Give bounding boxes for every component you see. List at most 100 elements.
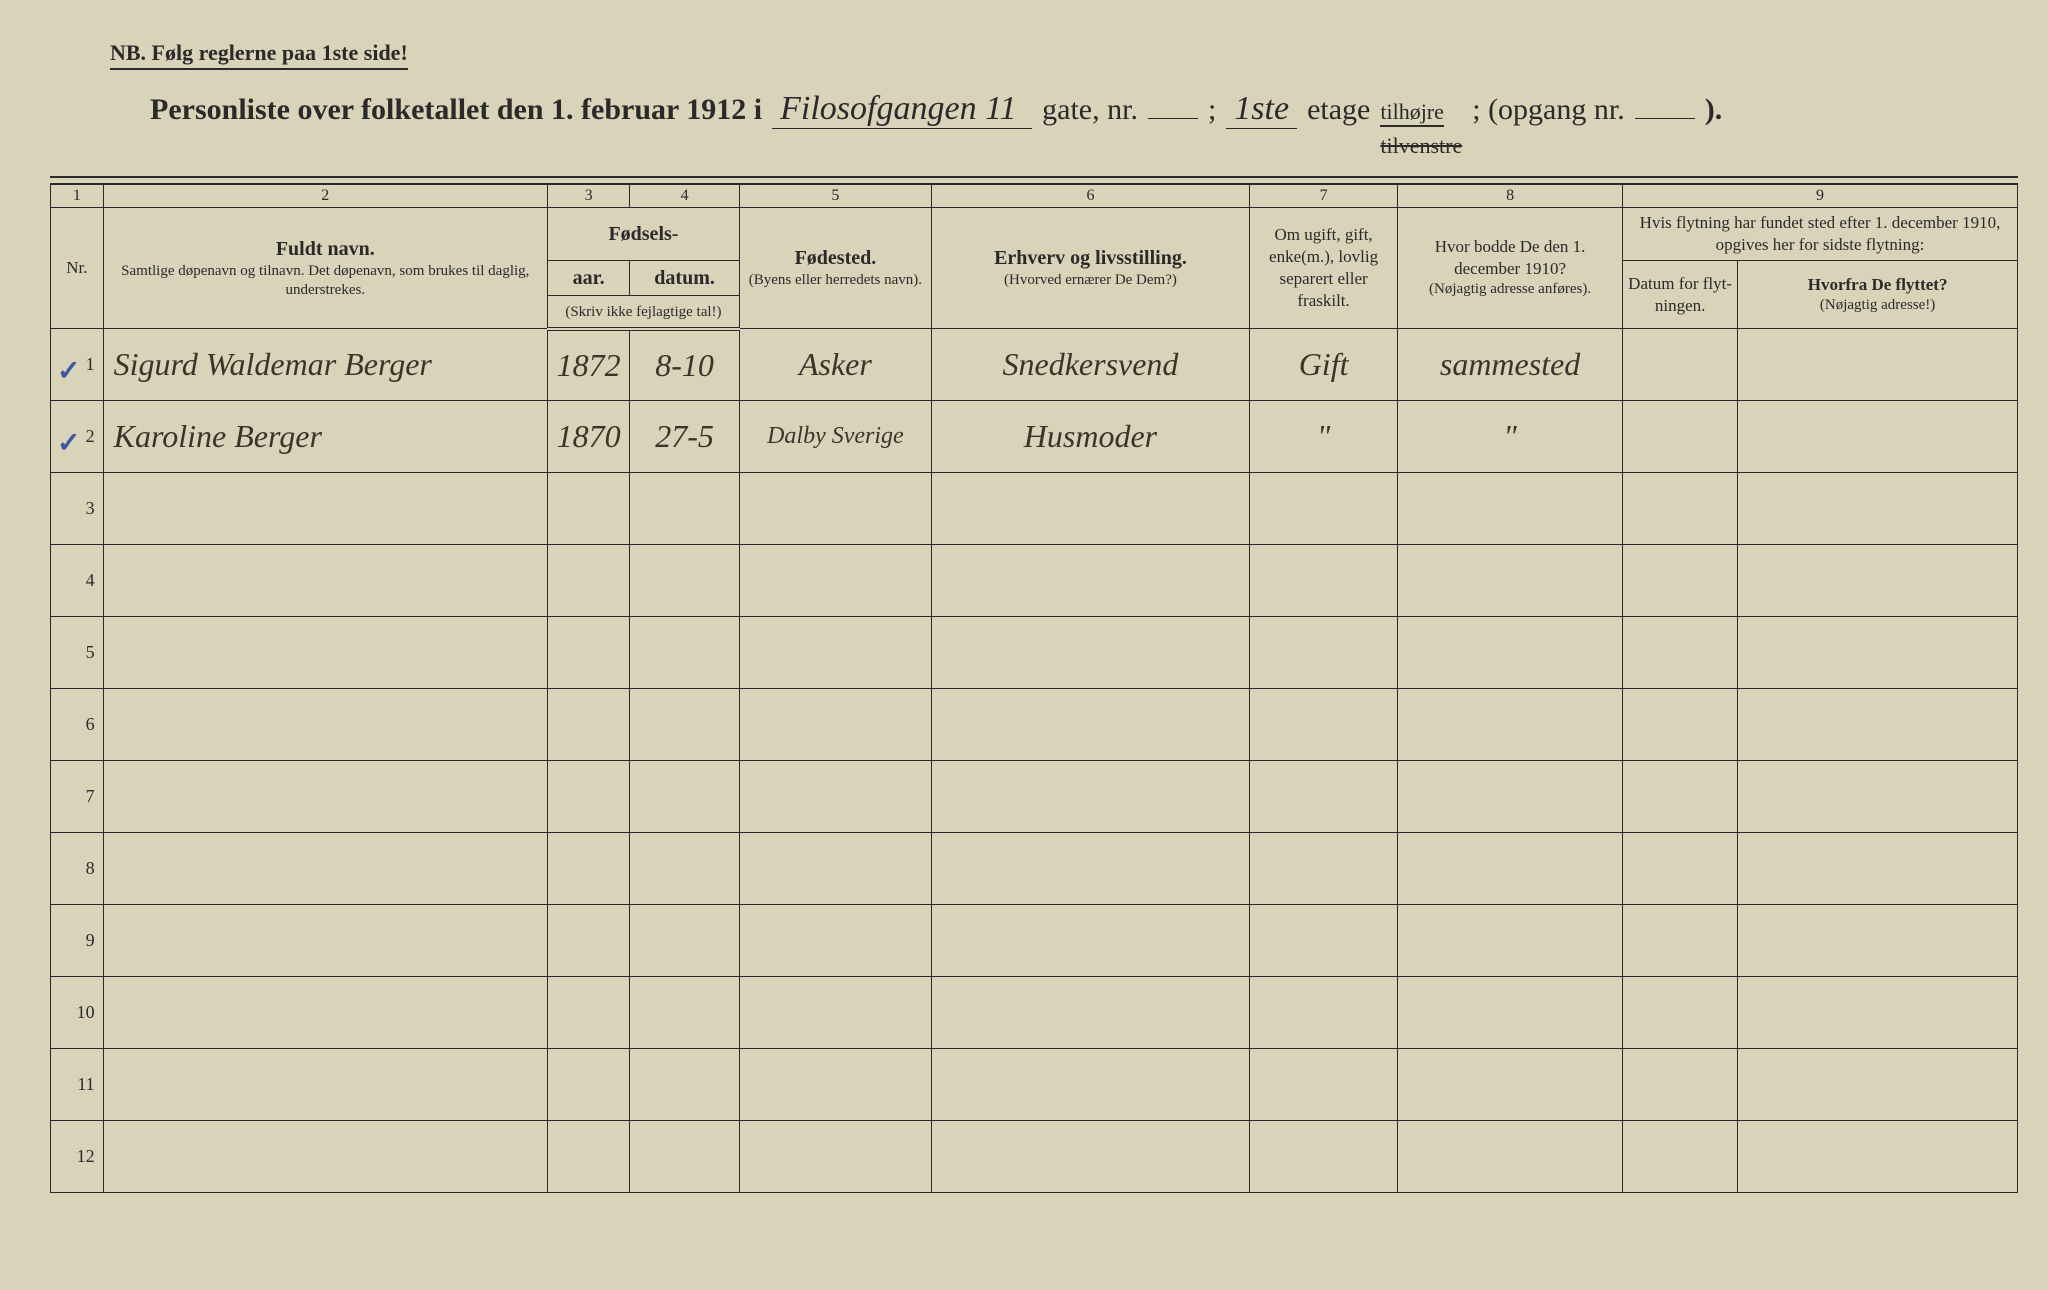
check-icon: ✓	[57, 354, 80, 387]
cell-empty	[1250, 833, 1398, 905]
cell-marital: Gift	[1250, 329, 1398, 401]
cell-empty	[1738, 905, 2018, 977]
th-move-heading: Hvis flytning har fundet sted efter 1. d…	[1623, 208, 2018, 261]
cell-name: Karoline Berger	[103, 401, 547, 473]
cell-empty	[931, 1121, 1249, 1193]
cell-empty	[630, 905, 740, 977]
th-move-from: Hvorfra De flyttet? (Nøjagtig adresse!)	[1738, 261, 2018, 329]
cell-year: 1870	[547, 401, 629, 473]
th-birthplace: Fødested. (Byens eller herredets navn).	[739, 208, 931, 329]
cell-empty	[931, 473, 1249, 545]
cell-empty	[547, 473, 629, 545]
column-numbers-row: 1 2 3 4 5 6 7 8 9	[51, 184, 2018, 208]
cell-empty	[630, 473, 740, 545]
cell-empty	[547, 1049, 629, 1121]
th-name-heading: Fuldt navn.	[107, 236, 544, 262]
colnum-7: 7	[1250, 184, 1398, 208]
cell-empty	[547, 761, 629, 833]
cell-date: 27-5	[630, 401, 740, 473]
colnum-1: 1	[51, 184, 104, 208]
row-nr: 10	[51, 977, 104, 1049]
cell-prev-addr: "	[1398, 401, 1623, 473]
table-row: ✓2 Karoline Berger 1870 27-5 Dalby Sveri…	[51, 401, 2018, 473]
row-nr: ✓1	[51, 329, 104, 401]
th-date: datum.	[630, 261, 740, 296]
cell-empty	[1398, 833, 1623, 905]
th-occupation-heading: Erhverv og livsstilling.	[935, 245, 1246, 271]
row-nr: 12	[51, 1121, 104, 1193]
cell-empty	[103, 689, 547, 761]
cell-empty	[103, 617, 547, 689]
colnum-6: 6	[931, 184, 1249, 208]
cell-empty	[547, 977, 629, 1049]
row-nr: 5	[51, 617, 104, 689]
cell-empty	[739, 617, 931, 689]
table-row: 9	[51, 905, 2018, 977]
colnum-5: 5	[739, 184, 931, 208]
cell-empty	[1398, 617, 1623, 689]
table-row: 5	[51, 617, 2018, 689]
cell-empty	[547, 617, 629, 689]
cell-birthplace: Asker	[739, 329, 931, 401]
row-nr: 8	[51, 833, 104, 905]
colnum-2: 2	[103, 184, 547, 208]
table-body: ✓1 Sigurd Waldemar Berger 1872 8-10 Aske…	[51, 329, 2018, 1193]
cell-empty	[1738, 1049, 2018, 1121]
colnum-9: 9	[1623, 184, 2018, 208]
cell-empty	[1738, 833, 2018, 905]
cell-empty	[1250, 689, 1398, 761]
cell-empty	[1738, 761, 2018, 833]
cell-empty	[1250, 761, 1398, 833]
cell-empty	[739, 545, 931, 617]
cell-empty	[1738, 977, 2018, 1049]
cell-empty	[547, 545, 629, 617]
cell-empty	[1738, 545, 2018, 617]
cell-birthplace: Dalby Sverige	[739, 401, 931, 473]
th-birth-note: (Skriv ikke fejlagtige tal!)	[547, 296, 739, 329]
th-prev-addr-sub: (Nøjagtig adresse anføres).	[1401, 280, 1619, 300]
cell-empty	[739, 761, 931, 833]
cell-empty	[103, 1121, 547, 1193]
cell-marital: "	[1250, 401, 1398, 473]
cell-empty	[1623, 833, 1738, 905]
cell-empty	[547, 689, 629, 761]
th-move-date: Datum for flyt-ningen.	[1623, 261, 1738, 329]
side-tilhojre: tilhøjre	[1380, 99, 1444, 127]
cell-empty	[1250, 545, 1398, 617]
cell-empty	[103, 977, 547, 1049]
cell-empty	[103, 545, 547, 617]
cell-empty	[103, 905, 547, 977]
cell-empty	[1738, 617, 2018, 689]
cell-empty	[1623, 905, 1738, 977]
cell-empty	[1738, 689, 2018, 761]
table-row: 6	[51, 689, 2018, 761]
cell-empty	[1623, 761, 1738, 833]
header-prefix: Personliste over folketallet den 1. febr…	[150, 93, 762, 127]
row-nr: 4	[51, 545, 104, 617]
cell-empty	[103, 1049, 547, 1121]
cell-empty	[1250, 977, 1398, 1049]
th-move-from-heading: Hvorfra De flyttet?	[1741, 274, 2014, 296]
cell-empty	[739, 1121, 931, 1193]
th-year: aar.	[547, 261, 629, 296]
cell-empty	[931, 617, 1249, 689]
cell-empty	[1398, 473, 1623, 545]
cell-empty	[1398, 977, 1623, 1049]
th-move-from-sub: (Nøjagtig adresse!)	[1741, 296, 2014, 316]
cell-empty	[1398, 905, 1623, 977]
cell-empty	[931, 833, 1249, 905]
table-row: ✓1 Sigurd Waldemar Berger 1872 8-10 Aske…	[51, 329, 2018, 401]
cell-empty	[1623, 545, 1738, 617]
cell-empty	[630, 617, 740, 689]
th-prev-addr: Hvor bodde De den 1. december 1910? (Nøj…	[1398, 208, 1623, 329]
cell-year: 1872	[547, 329, 629, 401]
table-row: 3	[51, 473, 2018, 545]
cell-empty	[1398, 1049, 1623, 1121]
cell-empty	[1623, 689, 1738, 761]
cell-empty	[739, 977, 931, 1049]
cell-empty	[547, 905, 629, 977]
check-icon: ✓	[57, 426, 80, 459]
table-row: 4	[51, 545, 2018, 617]
form-header: Personliste over folketallet den 1. febr…	[150, 90, 2018, 161]
cell-empty	[1623, 977, 1738, 1049]
